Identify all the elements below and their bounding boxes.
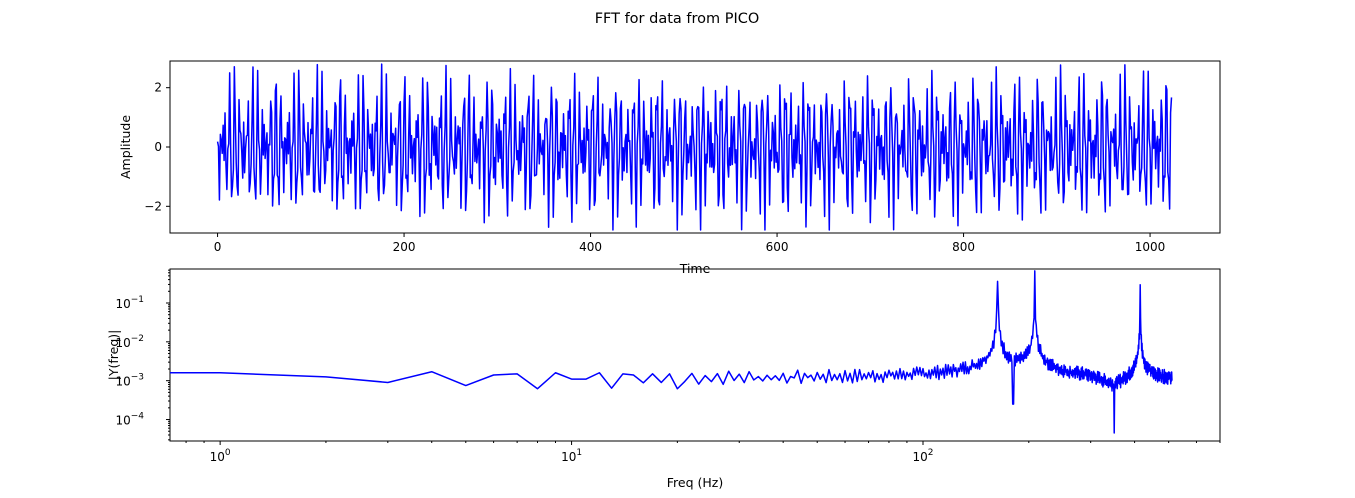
y-tick-exponent: −4 bbox=[131, 412, 145, 422]
frequency-domain-x-axis-label: Freq (Hz) bbox=[667, 475, 723, 490]
x-tick-label: 0 bbox=[214, 240, 222, 254]
x-tick-exponent: 1 bbox=[576, 448, 582, 458]
x-tick-label: 800 bbox=[952, 240, 975, 254]
y-tick-exponent: −1 bbox=[131, 295, 144, 305]
frequency-domain-series-line bbox=[170, 270, 1173, 434]
frequency-domain-frame bbox=[169, 268, 1221, 442]
x-tick-label: 100 bbox=[210, 448, 231, 464]
time-domain-x-ticks: 0 200 400 600 800 1000 bbox=[214, 233, 1166, 254]
x-tick-label: 600 bbox=[766, 240, 789, 254]
y-tick-exponent: −2 bbox=[131, 334, 144, 344]
frequency-domain-y-axis-label: |Y(freq)| bbox=[106, 330, 121, 381]
frequency-domain-axes: 100 101 102 10−410−310−210−1 Freq (Hz) |Y(… bbox=[106, 268, 1221, 490]
y-tick-label: 2 bbox=[154, 81, 162, 95]
frequency-domain-y-ticks: 10−410−310−210−1 bbox=[115, 269, 170, 441]
frequency-domain-plot-area bbox=[170, 270, 1173, 434]
time-domain-y-axis-label: Amplitude bbox=[118, 115, 133, 179]
y-tick-exponent: −3 bbox=[131, 373, 144, 383]
time-domain-y-ticks: −2 0 2 bbox=[144, 81, 170, 213]
y-tick-label: −2 bbox=[144, 199, 162, 213]
time-domain-x-axis-label: Time bbox=[679, 261, 711, 276]
figure-title: FFT for data from PICO bbox=[595, 11, 760, 27]
time-domain-plot-area bbox=[216, 63, 1173, 231]
x-tick-label: 200 bbox=[393, 240, 416, 254]
frequency-domain-x-ticks: 100 101 102 bbox=[185, 441, 1221, 464]
y-tick-label: 10−4 bbox=[115, 412, 144, 428]
x-tick-label: 1000 bbox=[1135, 240, 1166, 254]
x-tick-label: 400 bbox=[579, 240, 602, 254]
x-tick-exponent: 0 bbox=[225, 448, 231, 458]
x-tick-exponent: 2 bbox=[928, 448, 934, 458]
x-tick-label: 102 bbox=[912, 448, 933, 464]
time-domain-axes: 0 200 400 600 800 1000 −2 0 2 Amplitude bbox=[118, 60, 1221, 254]
y-tick-label: 10−1 bbox=[115, 295, 144, 311]
x-tick-label: 101 bbox=[561, 448, 582, 464]
y-tick-label: 0 bbox=[154, 140, 162, 154]
time-domain-series-line bbox=[216, 63, 1173, 231]
